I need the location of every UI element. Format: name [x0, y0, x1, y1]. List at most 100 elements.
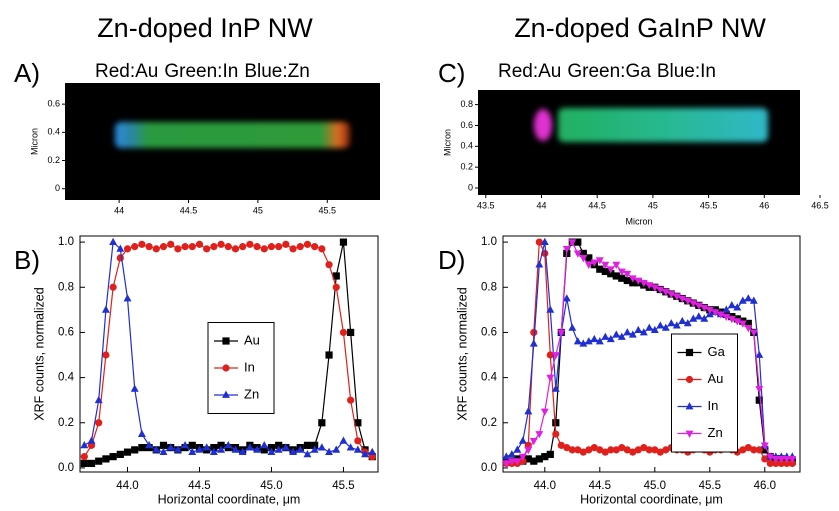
marker — [645, 282, 654, 290]
marker — [529, 437, 538, 446]
y-tick-label: 0.4 — [47, 127, 60, 137]
y-tick-label: 0.2 — [47, 155, 60, 165]
marker — [552, 430, 560, 438]
marker — [601, 261, 610, 270]
marker — [318, 245, 326, 253]
legend-marker — [222, 390, 230, 398]
marker — [772, 459, 780, 468]
marker — [766, 453, 775, 461]
panel-label: A) — [14, 58, 40, 88]
marker — [568, 239, 577, 247]
marker — [744, 294, 753, 302]
x-tick-label: 45.0 — [644, 480, 666, 492]
marker — [727, 301, 736, 309]
marker — [347, 328, 355, 337]
x-tick-label: 44.5 — [588, 200, 606, 210]
marker — [224, 441, 233, 449]
marker — [788, 456, 797, 464]
marker — [595, 257, 604, 265]
x-axis-label: Micron — [625, 216, 652, 226]
marker — [623, 276, 631, 285]
marker — [524, 407, 533, 415]
marker — [80, 459, 88, 468]
marker — [573, 250, 582, 258]
marker — [595, 337, 604, 345]
channel-label: Blue:Zn — [244, 61, 309, 82]
marker — [274, 445, 283, 453]
legend-label: In — [244, 359, 255, 374]
marker — [678, 316, 687, 325]
y-axis-label: XRF counts, normalized — [455, 287, 469, 420]
legend-label: Au — [708, 371, 724, 386]
marker — [744, 319, 752, 327]
marker — [239, 243, 247, 251]
marker — [629, 279, 637, 287]
marker — [623, 328, 632, 336]
marker — [502, 460, 511, 468]
marker — [777, 459, 785, 468]
marker — [755, 396, 763, 404]
marker — [568, 323, 577, 331]
marker — [152, 245, 160, 253]
marker — [354, 437, 362, 445]
marker — [612, 330, 621, 338]
marker — [689, 314, 698, 322]
legend-label: Zn — [708, 425, 723, 440]
marker — [188, 243, 196, 251]
x-tick-label: 44 — [114, 205, 124, 215]
marker — [260, 446, 268, 454]
marker — [722, 313, 731, 321]
marker — [296, 243, 304, 251]
marker — [755, 350, 764, 358]
x-tick-label: 45 — [648, 200, 658, 210]
marker — [131, 446, 139, 454]
y-tick-label: 0.6 — [460, 120, 473, 130]
marker — [733, 303, 742, 311]
marker — [529, 339, 538, 347]
marker — [618, 274, 626, 282]
legend-label: Au — [244, 332, 260, 347]
marker — [590, 259, 599, 267]
marker — [607, 446, 615, 454]
x-tick-label: 45 — [253, 205, 263, 215]
x-tick-label: 46.5 — [811, 200, 829, 210]
marker — [562, 294, 571, 302]
legend-label: Zn — [244, 386, 259, 401]
marker — [260, 441, 269, 449]
marker — [634, 277, 643, 285]
marker — [325, 447, 334, 456]
channel-label: Blue:In — [657, 61, 716, 82]
legend-marker — [685, 375, 694, 384]
marker — [656, 286, 665, 294]
y-tick-label: 0.4 — [58, 372, 75, 384]
marker — [354, 419, 362, 427]
marker — [332, 272, 340, 280]
legend-marker — [685, 430, 694, 438]
marker — [109, 237, 118, 245]
marker — [332, 283, 340, 291]
marker — [761, 455, 769, 463]
marker — [761, 446, 769, 454]
marker — [739, 446, 747, 454]
marker — [700, 314, 709, 322]
marker — [546, 351, 554, 359]
y-tick-label: 0 — [55, 183, 60, 193]
marker — [310, 445, 319, 453]
channel-label: Green:Ga — [567, 61, 651, 82]
marker — [339, 328, 348, 337]
marker — [101, 305, 110, 313]
legend-label: Ga — [708, 344, 726, 359]
marker — [303, 441, 312, 449]
marker — [311, 441, 319, 449]
marker — [579, 339, 588, 347]
marker — [606, 334, 615, 343]
marker — [231, 445, 240, 453]
y-tick-label: 0.6 — [47, 99, 60, 109]
marker — [507, 458, 516, 466]
marker — [317, 443, 326, 451]
marker — [519, 457, 527, 465]
marker — [711, 309, 720, 317]
marker — [116, 450, 124, 458]
x-tick-label: 44.0 — [116, 480, 138, 492]
marker — [102, 351, 110, 359]
